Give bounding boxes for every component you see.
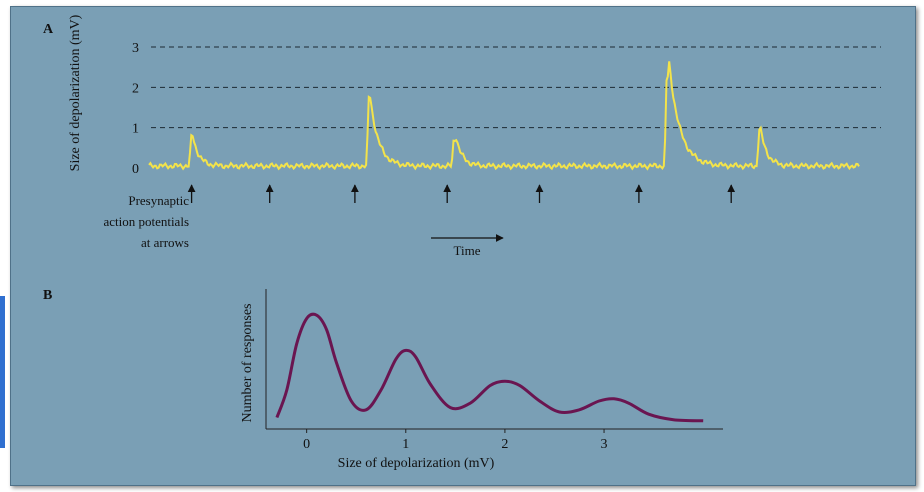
- panel-a-xlabel: Time: [454, 243, 481, 258]
- x-tick-label: 0: [303, 437, 310, 452]
- y-tick-label: 1: [132, 122, 139, 137]
- arrow-annotation-line-2: action potentials: [103, 214, 189, 229]
- y-tick-label: 3: [132, 41, 139, 56]
- y-tick-label: 0: [132, 162, 139, 177]
- arrow-annotation-line-1: Presynaptic: [128, 193, 189, 208]
- panel-a-label: A: [43, 22, 54, 37]
- panel-b-label: B: [43, 288, 52, 303]
- panel-a-trace: [148, 61, 860, 171]
- panel-b-x-ticks: 0 1 2 3: [303, 429, 608, 452]
- left-edge-bar: [0, 296, 5, 448]
- panel-a-gridlines: [151, 46, 881, 129]
- panel-b-curve: [275, 312, 704, 423]
- figure-panel: A Size of depolarization (mV) 0 1 2 3 Presy…: [10, 6, 916, 486]
- y-tick-label: 2: [132, 81, 139, 96]
- panel-a-y-ticks: 0 1 2 3: [132, 41, 139, 177]
- panel-b-xlabel: Size of depolarization (mV): [338, 456, 495, 471]
- panel-a-arrows: [187, 184, 736, 203]
- figure-svg: A Size of depolarization (mV) 0 1 2 3 Presy…: [43, 14, 881, 471]
- x-tick-label: 2: [501, 437, 508, 452]
- x-tick-label: 1: [402, 437, 409, 452]
- panel-a-ylabel: Size of depolarization (mV): [68, 14, 83, 171]
- panel-b-ylabel: Number of responses: [240, 304, 255, 423]
- x-tick-label: 3: [601, 437, 608, 452]
- arrow-annotation-line-3: at arrows: [141, 235, 189, 250]
